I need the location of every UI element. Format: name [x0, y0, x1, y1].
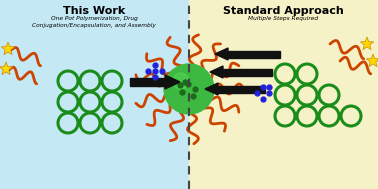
Polygon shape [205, 83, 218, 95]
Bar [0, 0, 189, 189]
Text: Multiple Steps Required: Multiple Steps Required [248, 16, 318, 21]
Polygon shape [2, 42, 15, 55]
Polygon shape [210, 66, 223, 78]
Circle shape [164, 64, 214, 114]
Text: This Work: This Work [63, 6, 125, 16]
Bar [228, 50, 280, 57]
Polygon shape [0, 62, 12, 75]
Polygon shape [165, 75, 180, 89]
Bar [218, 85, 265, 92]
Polygon shape [360, 37, 374, 50]
Polygon shape [215, 48, 228, 60]
Bar [223, 68, 272, 75]
Text: Standard Approach: Standard Approach [223, 6, 343, 16]
Bar [189, 0, 378, 189]
Bar [130, 78, 165, 86]
Circle shape [173, 73, 189, 89]
Polygon shape [366, 54, 378, 67]
Text: One Pot Polymerization, Drug
Conjugation/Encapsulation, and Assembly: One Pot Polymerization, Drug Conjugation… [32, 16, 156, 28]
